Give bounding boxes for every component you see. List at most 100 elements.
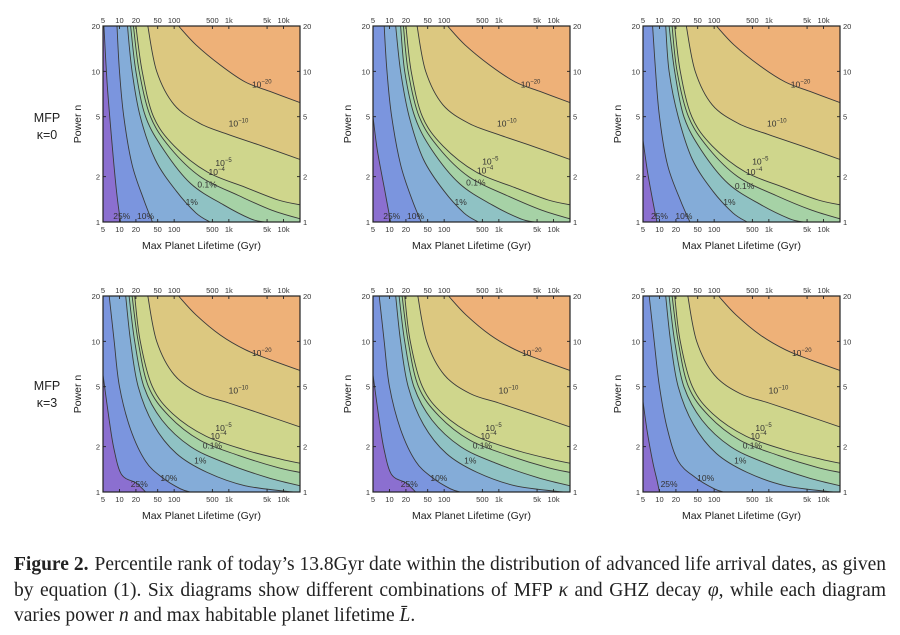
y-tick-label-left: 20	[92, 292, 100, 301]
contour-label: 10−4	[750, 431, 767, 441]
contour-label: 10−10	[499, 386, 519, 396]
y-tick-label-right: 1	[843, 488, 847, 497]
figure-label: Figure 2.	[14, 554, 89, 575]
x-tick-label-top: 1k	[225, 16, 233, 25]
plot-frame	[372, 25, 571, 223]
x-tick-label-top: 100	[438, 16, 451, 25]
contour-line-1%	[665, 296, 834, 492]
contour-line-0.1%	[668, 296, 840, 487]
contour-label: 10−5	[215, 423, 232, 433]
x-tick-label-bottom: 500	[476, 225, 489, 234]
contour-line-25%	[103, 374, 146, 492]
contour-label: 0.1%	[197, 179, 217, 189]
x-tick-label-bottom: 5k	[803, 495, 811, 504]
caption-phi: φ	[707, 579, 719, 601]
contour-line-10^-4	[131, 296, 300, 473]
contour-line-10^-4	[671, 296, 840, 473]
x-tick-label-top: 10k	[277, 286, 289, 295]
region-fill-10%	[643, 296, 724, 492]
contour-panel-row1-col2: 25% 10% 1% 0.1% 10−4 10−5 10−10 10−20 5 5 10 10 20 20…	[323, 6, 610, 257]
x-tick-label-top: 5k	[263, 286, 271, 295]
y-tick-label-left: 20	[92, 22, 100, 31]
y-tick-label-left: 10	[632, 337, 640, 346]
y-tick-label-right: 2	[303, 173, 307, 182]
x-tick-label-bottom: 5	[641, 495, 645, 504]
y-tick-label-right: 1	[303, 218, 307, 227]
x-tick-label-bottom: 50	[694, 495, 702, 504]
x-tick-label-bottom: 10	[655, 495, 663, 504]
x-tick-label-bottom: 50	[424, 225, 432, 234]
x-tick-label-top: 100	[438, 286, 451, 295]
contour-line-10^-20	[178, 296, 300, 371]
contour-panel-row2-col3: 25% 10% 1% 0.1% 10−4 10−5 10−10 10−20 5 5 10 10 20 20…	[593, 276, 880, 527]
y-tick-label-right: 20	[303, 292, 311, 301]
caption-text: and GHZ decay	[567, 579, 708, 601]
contour-plot-svg: 25% 10% 1% 0.1% 10−410−5 10−10 10−20 5 5 10 10 20 20…	[72, 16, 311, 252]
contour-plot-svg: 25% 10% 1% 0.1% 10−410−5 10−10 10−20 5 5 10 10 20 20…	[342, 16, 581, 252]
contour-panel-row2-col2: 25% 10% 1% 0.1% 10−4 10−5 10−10 10−20 5 5 10 10 20 20…	[323, 276, 610, 527]
contour-label: 10−4	[209, 167, 226, 177]
x-tick-label-bottom: 10	[655, 225, 663, 234]
y-tick-label-right: 5	[843, 383, 847, 392]
y-tick-label-left: 2	[636, 173, 640, 182]
x-tick-label-top: 5	[641, 16, 645, 25]
y-tick-label-left: 2	[96, 443, 100, 452]
caption-text: , while each diagram varies power	[14, 579, 886, 627]
x-tick-label-bottom: 100	[708, 225, 721, 234]
region-fill-1%	[103, 296, 294, 492]
x-tick-label-bottom: 5k	[263, 495, 271, 504]
x-tick-label-top: 10	[655, 16, 663, 25]
x-tick-label-top: 5k	[533, 16, 541, 25]
x-tick-label-top: 50	[424, 286, 432, 295]
x-tick-label-top: 5	[101, 286, 105, 295]
region-fill-25%	[103, 296, 146, 492]
x-tick-label-bottom: 5	[371, 225, 375, 234]
y-axis-label: Power n	[72, 375, 84, 414]
contour-label: 0.1%	[735, 181, 755, 191]
x-tick-label-bottom: 5	[641, 225, 645, 234]
y-axis-label: Power n	[342, 105, 354, 144]
x-tick-label-top: 5k	[803, 286, 811, 295]
y-tick-label-left: 10	[362, 337, 370, 346]
y-tick-label-right: 2	[843, 443, 847, 452]
contour-line-10^-5	[404, 296, 570, 464]
y-tick-label-right: 20	[573, 22, 581, 31]
y-tick-label-left: 10	[362, 67, 370, 76]
y-tick-label-left: 5	[636, 383, 640, 392]
contour-line-25%	[373, 116, 392, 222]
contour-label: 10−20	[252, 348, 272, 358]
contour-label: 0.1%	[466, 177, 486, 187]
contour-label: 10%	[160, 473, 177, 483]
y-axis-label: Power n	[72, 105, 84, 144]
caption-text: and max habitable planet lifetime	[128, 605, 400, 626]
contour-line-10^-20	[178, 26, 300, 104]
contour-line-10^-4	[401, 296, 570, 473]
y-tick-label-left: 20	[632, 292, 640, 301]
contour-line-25%	[103, 26, 122, 222]
x-tick-label-bottom: 20	[402, 225, 410, 234]
x-tick-label-top: 10k	[277, 16, 289, 25]
x-axis-label: Max Planet Lifetime (Gyr)	[412, 510, 531, 522]
region-fill-1%	[373, 296, 564, 492]
x-tick-label-bottom: 1k	[225, 225, 233, 234]
y-tick-label-left: 1	[96, 218, 100, 227]
y-axis-label: Power n	[612, 105, 624, 144]
contour-label: 25%	[131, 479, 148, 489]
x-tick-label-bottom: 10	[385, 225, 393, 234]
row-label-line1: MFP	[33, 111, 61, 125]
y-tick-label-left: 1	[366, 218, 370, 227]
y-tick-label-left: 1	[636, 218, 640, 227]
y-tick-label-left: 2	[636, 443, 640, 452]
contour-line-10^-20	[447, 26, 570, 104]
x-tick-label-top: 50	[694, 286, 702, 295]
x-tick-label-bottom: 100	[438, 225, 451, 234]
y-axis-label: Power n	[612, 375, 624, 414]
contour-line-10%	[648, 296, 724, 492]
x-tick-label-top: 10	[115, 286, 123, 295]
row-label-line2: κ=3	[36, 396, 58, 410]
plot-frame	[642, 295, 841, 493]
contour-line-10^-5	[134, 296, 300, 464]
x-tick-label-bottom: 50	[154, 495, 162, 504]
y-tick-label-right: 10	[573, 67, 581, 76]
x-tick-label-top: 10k	[547, 286, 559, 295]
